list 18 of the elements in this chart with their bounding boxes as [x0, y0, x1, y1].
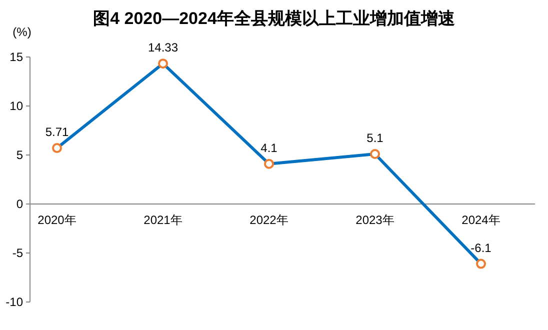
data-label: 14.33 [148, 40, 178, 55]
y-tick-label: 5 [16, 148, 24, 162]
data-label: 5.1 [366, 131, 384, 146]
x-tick-label: 2024年 [462, 213, 500, 227]
chart-title: 图4 2020—2024年全县规模以上工业增加值增速 [93, 9, 455, 28]
x-tick-label: 2021年 [144, 213, 182, 227]
data-label: 4.1 [260, 140, 278, 155]
y-tick-label: 15 [10, 50, 24, 64]
data-label: 5.71 [45, 125, 69, 140]
x-tick-label: 2022年 [250, 213, 288, 227]
y-tick-label: -10 [6, 295, 24, 309]
x-tick-label: 2020年 [38, 213, 76, 227]
x-tick-label: 2023年 [356, 213, 394, 227]
y-tick-label: 0 [16, 197, 24, 211]
data-label: -6.1 [470, 240, 492, 255]
y-tick-label: -5 [12, 246, 24, 260]
y-axis-title: (%) [12, 25, 32, 39]
y-tick-label: 10 [10, 99, 24, 113]
